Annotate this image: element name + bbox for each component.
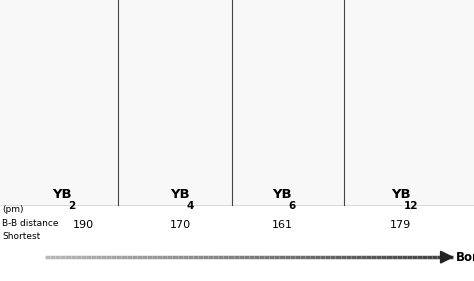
FancyArrow shape <box>440 251 452 263</box>
Text: 170: 170 <box>170 220 191 230</box>
Bar <box>344 0 474 205</box>
Text: YB: YB <box>272 188 292 201</box>
Text: 161: 161 <box>272 220 292 230</box>
Text: (pm): (pm) <box>2 205 24 214</box>
Text: 6: 6 <box>289 201 296 211</box>
Bar <box>118 0 232 205</box>
Text: 12: 12 <box>404 201 418 211</box>
Bar <box>232 0 344 205</box>
Text: Shortest: Shortest <box>2 232 41 241</box>
Text: B-B distance: B-B distance <box>2 219 59 228</box>
Bar <box>0 0 118 205</box>
Text: YB: YB <box>391 188 410 201</box>
Text: 179: 179 <box>390 220 411 230</box>
Text: 4: 4 <box>187 201 194 211</box>
Text: Boron/metal: Boron/metal <box>456 251 474 264</box>
Text: YB: YB <box>52 188 72 201</box>
Text: 190: 190 <box>73 220 93 230</box>
Text: YB: YB <box>170 188 190 201</box>
Text: 2: 2 <box>68 201 76 211</box>
